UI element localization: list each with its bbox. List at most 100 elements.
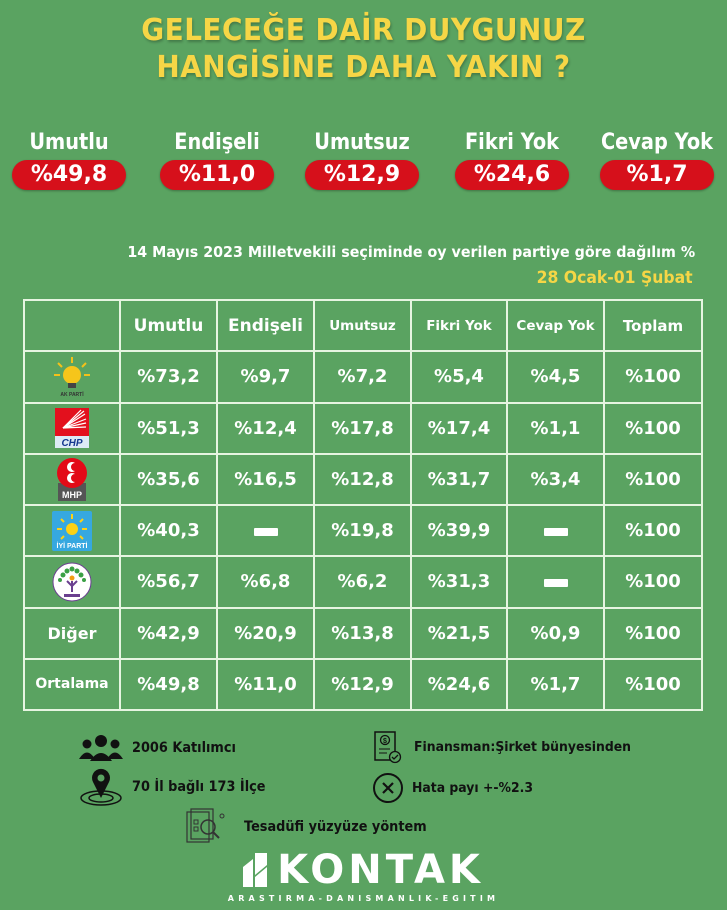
- cell-empty: [506, 503, 605, 558]
- document-search-icon: [186, 808, 225, 843]
- title-line-1: GELECEĞE DAİR DUYGUNUZ: [141, 13, 586, 48]
- cell-value: %13,8: [313, 606, 412, 660]
- cell-value: %0,9: [506, 606, 605, 660]
- cell-value: %1,7: [506, 657, 605, 712]
- info-coverage: 70 İl bağlı 173 İlçe: [78, 768, 277, 806]
- table-header-row: Umutlu Endişeli Umutsuz Fikri Yok Cevap …: [23, 298, 703, 353]
- svg-text:CHP: CHP: [61, 438, 82, 448]
- header-umutsuz: Umutsuz: [313, 298, 412, 353]
- party-cell-yesilsol: [23, 555, 121, 609]
- akparti-bulb-icon: AK PARTİ: [54, 356, 90, 398]
- date-range: 28 Ocak-01 Şubat: [536, 268, 693, 288]
- summary-strip: Umutlu %49,8 Endişeli %11,0 Umutsuz %12,…: [0, 130, 727, 200]
- title-line-2: HANGİSİNE DAHA YAKIN ?: [156, 50, 571, 85]
- dash-icon: [543, 579, 568, 588]
- cell-value: %12,9: [313, 657, 412, 712]
- header-fikri-yok: Fikri Yok: [410, 298, 508, 353]
- header-toplam: Toplam: [603, 298, 703, 353]
- svg-text:MHP: MHP: [62, 490, 82, 500]
- people-group-icon: [79, 735, 123, 761]
- cell-value: %49,8: [119, 657, 218, 712]
- cell-value: %56,7: [119, 555, 218, 609]
- info-participants: 2006 Katılımcı: [78, 733, 245, 763]
- header-empty: [23, 298, 121, 353]
- row-label-ortalama: Ortalama: [23, 657, 121, 712]
- summary-endiseli: Endişeli %11,0: [152, 130, 282, 190]
- iyiparti-sun-icon: İYİ PARTİ: [52, 510, 92, 551]
- party-cell-akparti: AK PARTİ: [23, 350, 121, 404]
- cell-value: %39,9: [410, 503, 508, 558]
- svg-text:$: $: [383, 738, 387, 745]
- summary-value-pill: %24,6: [455, 160, 569, 190]
- summary-value-pill: %1,7: [600, 160, 714, 190]
- mhp-logo-icon: MHP: [57, 458, 87, 502]
- dash-icon: [253, 528, 278, 537]
- cell-value: %100: [603, 555, 703, 609]
- cell-empty: [506, 555, 605, 609]
- cell-value: %100: [603, 452, 703, 507]
- summary-value-pill: %11,0: [160, 160, 274, 190]
- brand-logo: KONTAK ARASTIRMA-DANISMANLIK-EGITIM: [0, 848, 727, 903]
- cell-value: %17,4: [410, 401, 508, 455]
- party-cell-iyiparti: İYİ PARTİ: [23, 503, 121, 558]
- cell-value: %6,8: [216, 555, 315, 609]
- table-subtitle: 14 Mayıs 2023 Milletvekili seçiminde oy …: [127, 243, 695, 261]
- cell-value: %3,4: [506, 452, 605, 507]
- cell-value: %100: [603, 657, 703, 712]
- cell-value: %6,2: [313, 555, 412, 609]
- cell-value: %21,5: [410, 606, 508, 660]
- header-endiseli: Endişeli: [216, 298, 315, 353]
- brand-wordmark: KONTAK: [243, 848, 484, 892]
- svg-text:İYİ PARTİ: İYİ PARTİ: [57, 542, 88, 550]
- summary-fikri-yok: Fikri Yok %24,6: [447, 130, 577, 190]
- cell-value: %4,5: [506, 350, 605, 404]
- summary-umutlu: Umutlu %49,8: [4, 130, 134, 190]
- summary-value-pill: %49,8: [12, 160, 126, 190]
- cell-value: %100: [603, 606, 703, 660]
- table-row: CHP %51,3 %12,4 %17,8 %17,4 %1,1 %100: [23, 401, 703, 455]
- cell-empty: [216, 503, 315, 558]
- cell-value: %31,3: [410, 555, 508, 609]
- cell-value: %20,9: [216, 606, 315, 660]
- cell-value: %12,4: [216, 401, 315, 455]
- svg-text:AK PARTİ: AK PARTİ: [60, 391, 84, 398]
- kontak-logo-icon: [243, 853, 268, 887]
- cell-value: %100: [603, 503, 703, 558]
- table-row: İYİ PARTİ %40,3 %19,8 %39,9 %100: [23, 503, 703, 558]
- cell-value: %73,2: [119, 350, 218, 404]
- table-row: Diğer %42,9 %20,9 %13,8 %21,5 %0,9 %100: [23, 606, 703, 660]
- summary-cevap-yok: Cevap Yok %1,7: [592, 130, 722, 190]
- cell-value: %1,1: [506, 401, 605, 455]
- cell-value: %16,5: [216, 452, 315, 507]
- brand-tagline: ARASTIRMA-DANISMANLIK-EGITIM: [227, 894, 500, 903]
- summary-umutsuz: Umutsuz %12,9: [297, 130, 427, 190]
- header-umutlu: Umutlu: [119, 298, 218, 353]
- chp-logo-icon: CHP: [55, 408, 89, 449]
- info-error-margin: Hata payı +-%2.3: [372, 772, 544, 804]
- cell-value: %51,3: [119, 401, 218, 455]
- dash-icon: [543, 528, 568, 537]
- summary-label: Cevap Yok: [600, 130, 714, 155]
- survey-info: 2006 Katılımcı 70 İl bağlı 173 İlçe $ Fi…: [0, 728, 727, 848]
- table-row: Ortalama %49,8 %11,0 %12,9 %24,6 %1,7 %1…: [23, 657, 703, 712]
- cell-value: %24,6: [410, 657, 508, 712]
- party-cell-chp: CHP: [23, 401, 121, 455]
- cell-value: %12,8: [313, 452, 412, 507]
- party-cell-mhp: MHP: [23, 452, 121, 507]
- summary-value-pill: %12,9: [305, 160, 419, 190]
- summary-label: Umutsuz: [314, 130, 410, 155]
- finance-document-icon: $: [374, 731, 402, 764]
- cell-value: %7,2: [313, 350, 412, 404]
- summary-label: Fikri Yok: [464, 130, 560, 155]
- cell-value: %100: [603, 401, 703, 455]
- cell-value: %5,4: [410, 350, 508, 404]
- cell-value: %9,7: [216, 350, 315, 404]
- yesilsol-tree-icon: [52, 562, 92, 602]
- location-pin-icon: [80, 768, 122, 806]
- cell-value: %31,7: [410, 452, 508, 507]
- cell-value: %19,8: [313, 503, 412, 558]
- summary-label: Endişeli: [174, 130, 260, 155]
- cell-value: %40,3: [119, 503, 218, 558]
- page-title: GELECEĞE DAİR DUYGUNUZ HANGİSİNE DAHA YA…: [25, 12, 701, 86]
- cell-value: %17,8: [313, 401, 412, 455]
